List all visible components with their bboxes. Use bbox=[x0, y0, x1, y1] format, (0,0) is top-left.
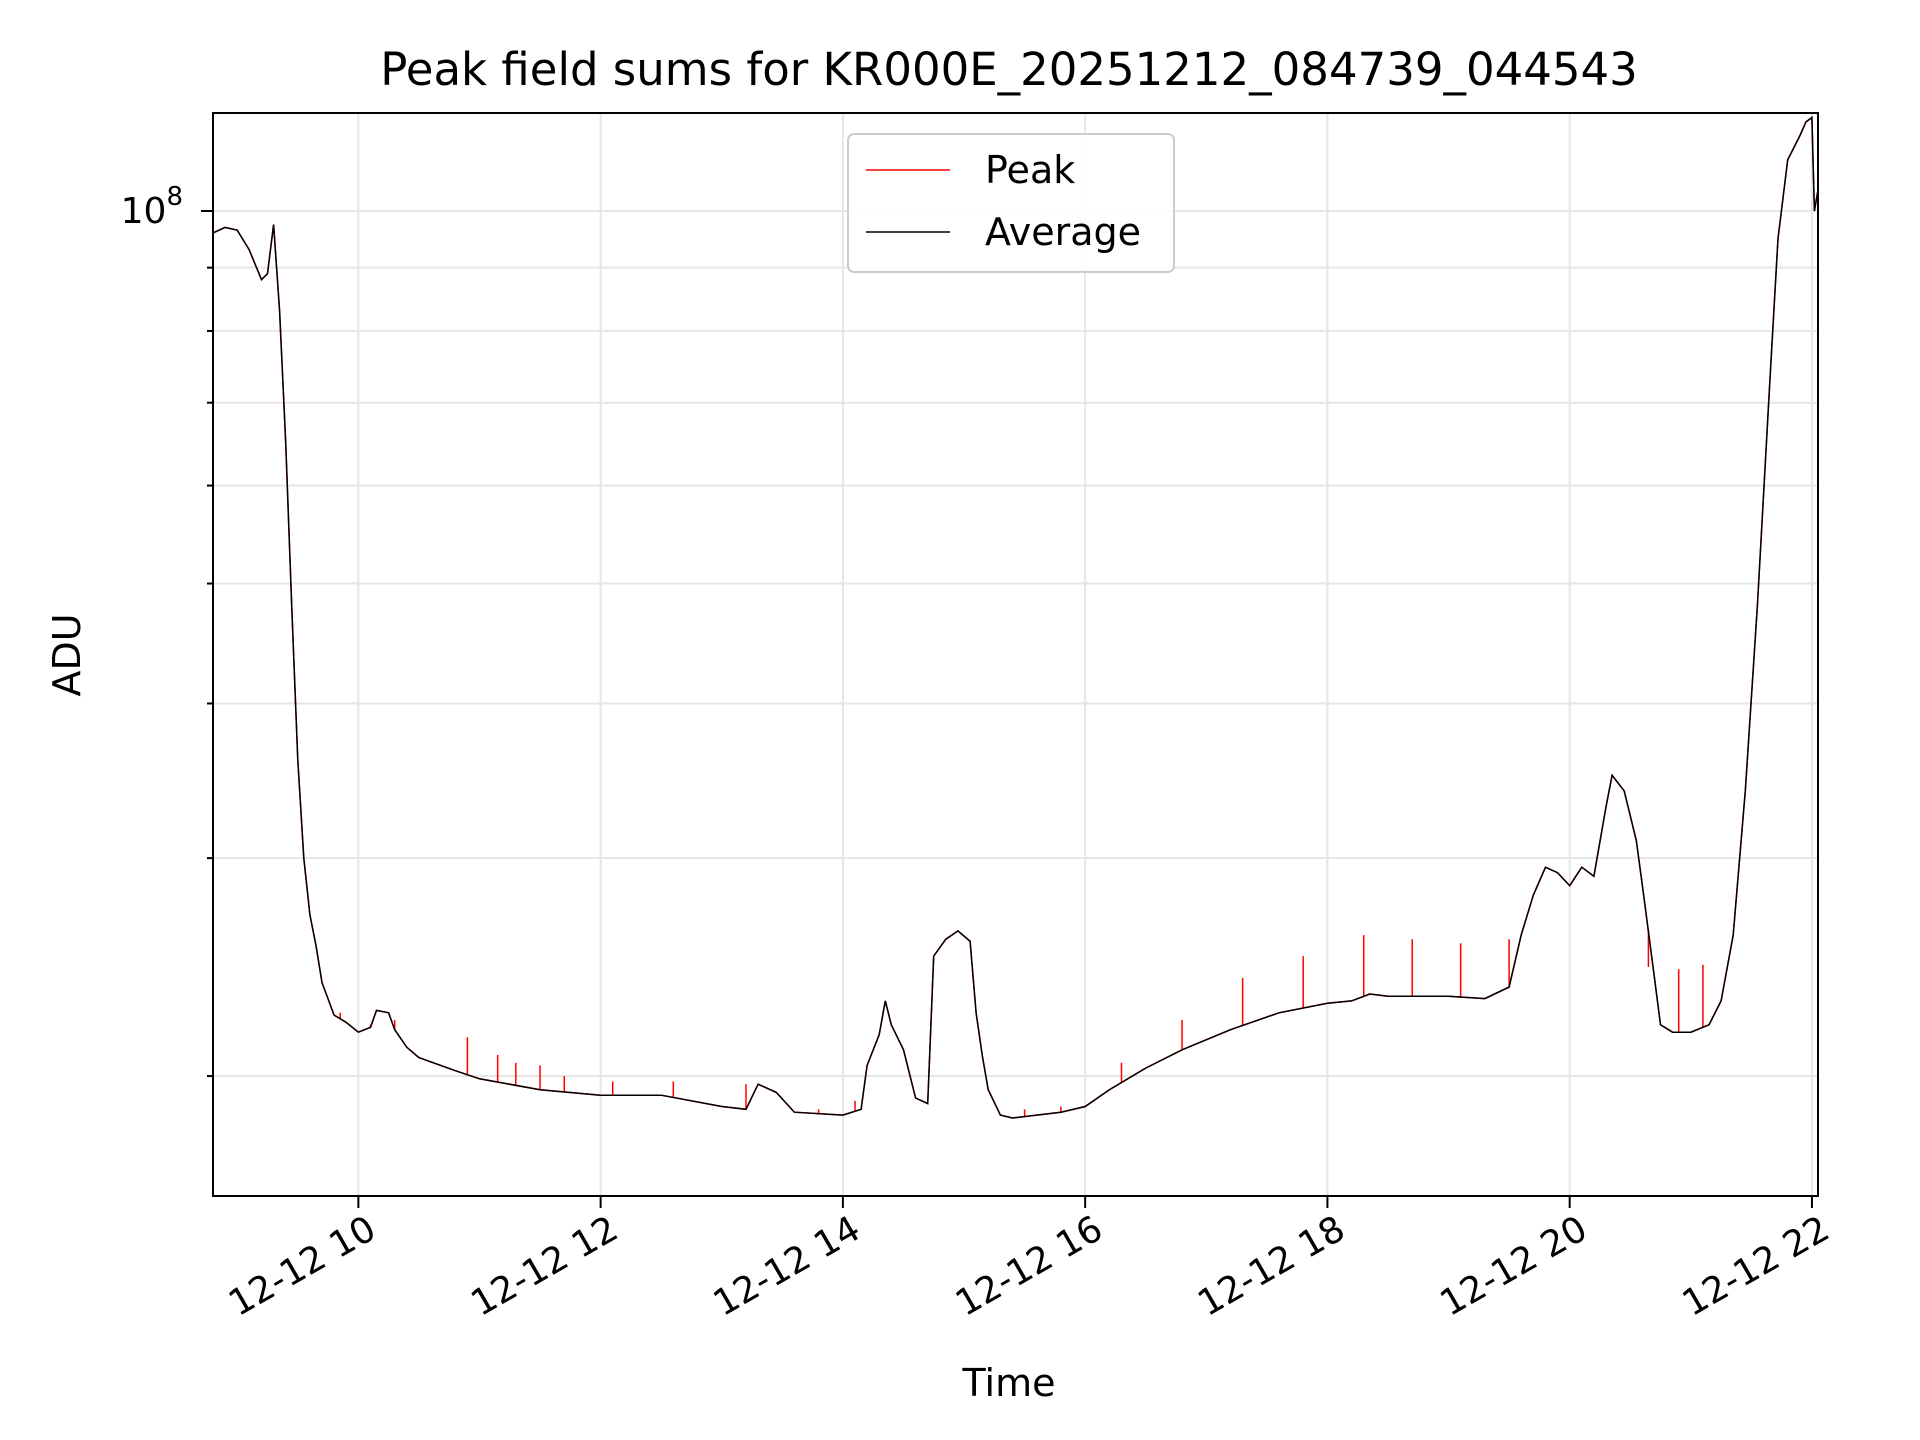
chart-title: Peak field sums for KR000E_20251212_0847… bbox=[380, 43, 1638, 96]
y-tick-label: 108 bbox=[121, 182, 183, 232]
legend-label-average: Average bbox=[985, 210, 1141, 254]
legend-label-peak: Peak bbox=[985, 148, 1075, 192]
y-axis-ticks bbox=[201, 209, 213, 1078]
legend: Peak Average bbox=[847, 133, 1175, 273]
series-line-average bbox=[212, 116, 1819, 1119]
x-axis-label: Time bbox=[962, 1361, 1056, 1405]
legend-box bbox=[847, 133, 1175, 273]
y-axis-label: ADU bbox=[45, 613, 89, 696]
plot-frame bbox=[212, 112, 1819, 1197]
series-layer bbox=[212, 116, 1819, 1119]
